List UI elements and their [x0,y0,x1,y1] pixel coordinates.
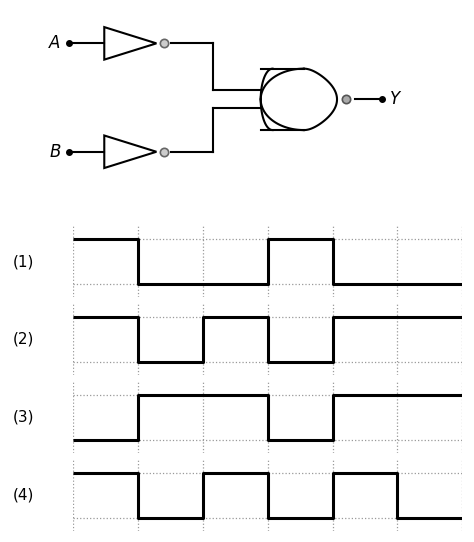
Text: $A$: $A$ [48,34,62,53]
Text: (3): (3) [13,410,35,425]
Text: $B$: $B$ [49,143,62,161]
Text: (4): (4) [13,488,35,503]
Text: (2): (2) [13,332,35,347]
Text: (1): (1) [13,254,35,269]
Text: $Y$: $Y$ [389,91,402,108]
